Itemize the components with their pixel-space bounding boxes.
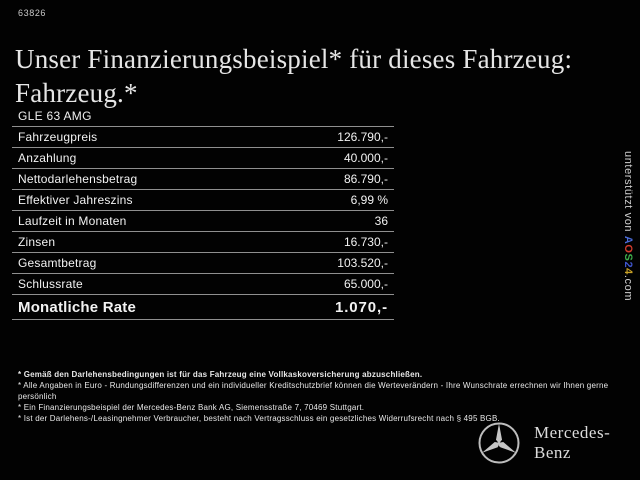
row-value: 6,99 % (350, 193, 388, 207)
table-row: Zinsen 16.730,- (12, 232, 394, 253)
row-value: 36 (374, 214, 388, 228)
row-label: Zinsen (18, 235, 56, 249)
page-title: Unser Finanzierungsbeispiel* für dieses … (15, 42, 615, 110)
row-value: 86.790,- (343, 172, 388, 186)
footnote-line: * Alle Angaben in Euro - Rundungsdiffere… (18, 381, 609, 401)
row-label: Monatliche Rate (18, 298, 137, 316)
mercedes-footer: Mercedes-Benz (476, 420, 640, 466)
aos24-letter: O (622, 244, 634, 254)
row-label: Nettodarlehensbetrag (18, 172, 138, 186)
table-row: Anzahlung 40.000,- (12, 148, 394, 169)
row-value: 1.070,- (335, 298, 388, 316)
supported-by-text: unterstützt von (622, 151, 634, 236)
footnote-line: * Gemäß den Darlehensbedingungen ist für… (18, 370, 423, 379)
table-row: Schlussrate 65.000,- (12, 274, 394, 295)
aos24-letter: S (622, 253, 634, 262)
table-row-monthly-rate: Monatliche Rate 1.070,- (12, 295, 394, 320)
row-label: Gesamtbetrag (18, 256, 97, 270)
mercedes-star-icon (476, 420, 522, 466)
table-row: Gesamtbetrag 103.520,- (12, 253, 394, 274)
row-label: Fahrzeugpreis (18, 130, 98, 144)
row-label: Effektiver Jahreszins (18, 193, 133, 207)
supported-by-watermark: unterstützt von AOS24.com (622, 151, 634, 361)
financing-table: Fahrzeugpreis 126.790,- Anzahlung 40.000… (12, 126, 394, 320)
footnote-line: * Ist der Darlehens-/Leasingnehmer Verbr… (18, 414, 500, 423)
aos24-letter: 2 (622, 261, 634, 269)
row-label: Schlussrate (18, 277, 83, 291)
page-title-line1: Unser Finanzierungsbeispiel* für dieses … (15, 44, 573, 74)
footnote-line: * Ein Finanzierungsbeispiel der Mercedes… (18, 403, 365, 412)
aos24-letter: A (622, 235, 634, 245)
reference-number: 63826 (18, 8, 47, 18)
table-row: Laufzeit in Monaten 36 (12, 211, 394, 232)
aos24-letter: 4 (622, 268, 634, 275)
row-value: 16.730,- (343, 235, 388, 249)
page-title-line2: Fahrzeug.* (15, 78, 138, 108)
mercedes-wordmark: Mercedes-Benz (534, 423, 611, 462)
row-value: 65.000,- (343, 277, 388, 291)
row-label: Laufzeit in Monaten (18, 214, 127, 228)
vehicle-model: GLE 63 AMG (18, 109, 92, 123)
row-label: Anzahlung (18, 151, 77, 165)
row-value: 40.000,- (343, 151, 388, 165)
footnotes: * Gemäß den Darlehensbedingungen ist für… (18, 369, 633, 424)
table-row: Effektiver Jahreszins 6,99 % (12, 190, 394, 211)
table-row: Nettodarlehensbetrag 86.790,- (12, 169, 394, 190)
domain-suffix: .com (622, 274, 634, 302)
row-value: 126.790,- (337, 130, 388, 144)
row-value: 103.520,- (337, 256, 388, 270)
table-row: Fahrzeugpreis 126.790,- (12, 127, 394, 148)
